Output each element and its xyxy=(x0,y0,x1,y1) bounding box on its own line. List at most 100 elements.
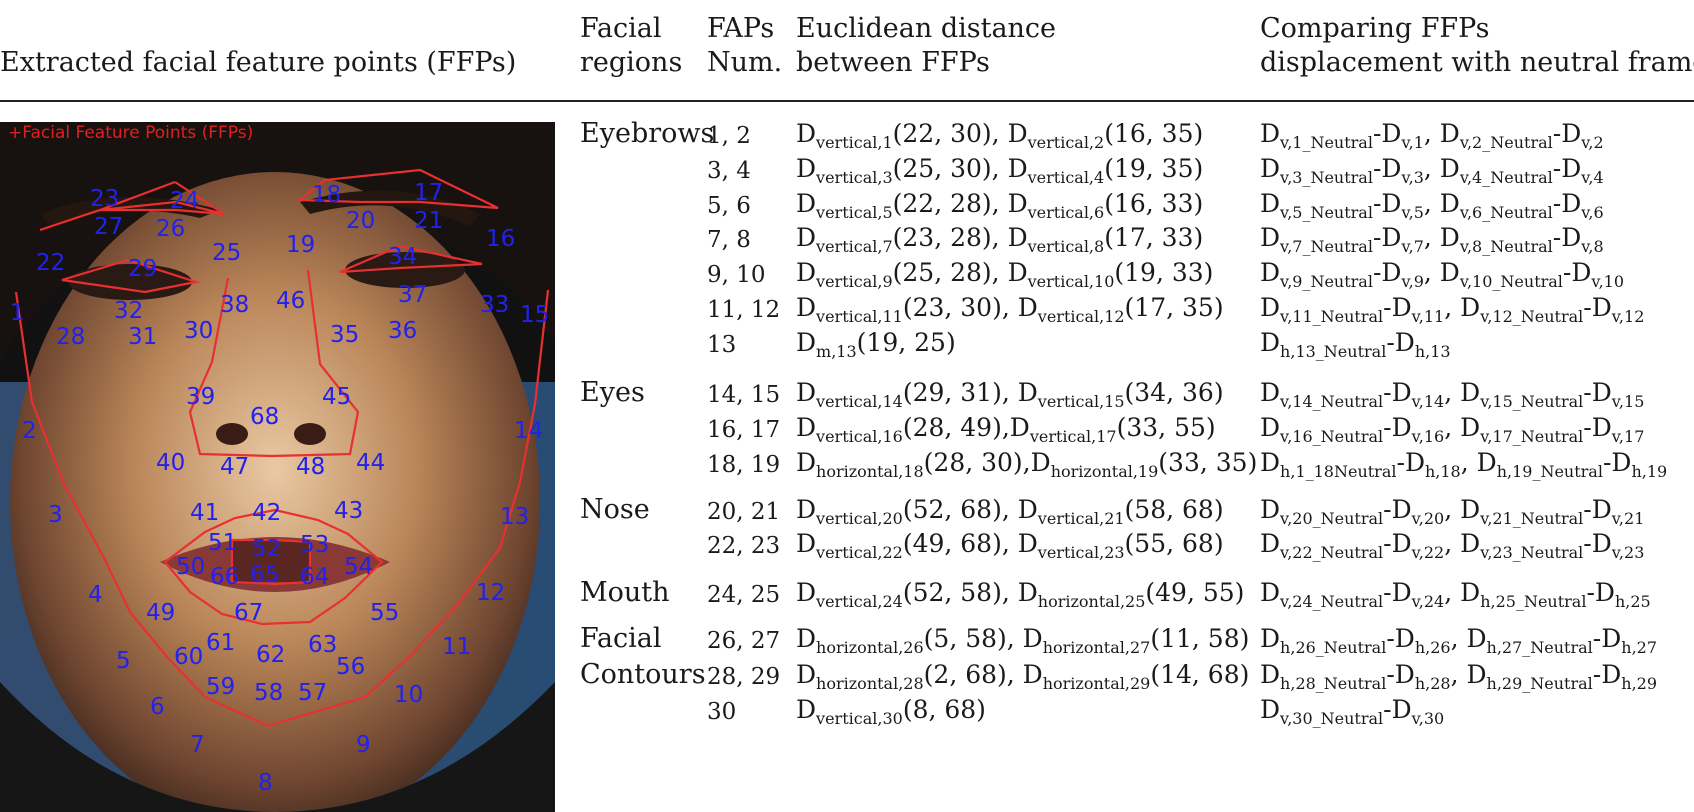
symbol-d: D xyxy=(1260,448,1281,477)
subscript: vertical,21 xyxy=(1037,509,1125,528)
region-nose: Nose xyxy=(580,494,650,525)
term-rest: , xyxy=(1423,189,1440,218)
term-rest: , xyxy=(1423,258,1440,287)
symbol-d: D xyxy=(1561,223,1582,252)
fap-number: 11, 12 xyxy=(707,297,781,323)
fap-number: 14, 15 xyxy=(707,382,781,408)
ffp-label-4: 4 xyxy=(88,582,103,608)
subscript: v,20 xyxy=(1411,509,1445,528)
term-rest: - xyxy=(1383,413,1392,442)
subscript: v,5 xyxy=(1401,203,1424,222)
symbol-d: D xyxy=(1476,448,1497,477)
symbol-d: D xyxy=(1260,258,1281,287)
ffp-label-2: 2 xyxy=(22,418,37,444)
displacement-comparison: Dv,30_Neutral-Dv,30 xyxy=(1260,694,1444,727)
term-rest: - xyxy=(1396,448,1405,477)
symbol-d: D xyxy=(1394,660,1415,689)
displacement-comparison: Dv,24_Neutral-Dv,24, Dh,25_Neutral-Dh,25 xyxy=(1260,577,1651,611)
left-brow-line-2 xyxy=(99,180,176,212)
term-rest: (16, 33) xyxy=(1104,189,1204,218)
subscript: vertical,6 xyxy=(1027,203,1105,222)
subscript: v,3_Neutral xyxy=(1280,168,1373,187)
symbol-d: D xyxy=(796,293,817,322)
ffp-label-47: 47 xyxy=(220,454,249,480)
ffp-label-15: 15 xyxy=(520,302,549,328)
term-rest: , xyxy=(1450,660,1467,689)
ffp-label-52: 52 xyxy=(252,536,281,562)
term-rest: - xyxy=(1383,378,1392,407)
symbol-d: D xyxy=(1460,293,1481,322)
term-rest: (52, 68), xyxy=(902,495,1018,524)
subscript: vertical,11 xyxy=(816,307,903,326)
subscript: v,21_Neutral xyxy=(1480,509,1584,528)
ffp-label-58: 58 xyxy=(254,680,283,706)
subscript: v,4_Neutral xyxy=(1459,168,1553,187)
ffp-label-17: 17 xyxy=(414,180,443,206)
euclidean-distance: Dvertical,22(49, 68), Dvertical,23(55, 6… xyxy=(796,528,1224,561)
ffp-label-24: 24 xyxy=(170,188,199,214)
ffp-label-28: 28 xyxy=(56,324,85,350)
symbol-d: D xyxy=(1394,624,1415,653)
ffp-label-62: 62 xyxy=(256,642,285,668)
symbol-d: D xyxy=(796,223,817,252)
symbol-d: D xyxy=(1260,189,1281,218)
subscript: h,29_Neutral xyxy=(1486,674,1593,693)
subscript: vertical,12 xyxy=(1037,307,1125,326)
euclidean-distance: Dvertical,5(22, 28), Dvertical,6(16, 33) xyxy=(796,188,1204,222)
subscript: v,16_Neutral xyxy=(1280,427,1384,446)
ffp-label-39: 39 xyxy=(186,384,215,410)
ffp-label-67: 67 xyxy=(234,600,263,626)
ffp-label-40: 40 xyxy=(156,450,185,476)
subscript: vertical,8 xyxy=(1027,237,1105,256)
term-rest: - xyxy=(1383,293,1392,322)
symbol-d: D xyxy=(1439,154,1460,183)
euclidean-distance: Dvertical,20(52, 68), Dvertical,21(58, 6… xyxy=(796,494,1224,528)
subscript: h,18 xyxy=(1424,462,1461,481)
ffp-label-46: 46 xyxy=(276,288,305,314)
subscript: v,14_Neutral xyxy=(1280,392,1384,411)
term-rest: - xyxy=(1602,448,1612,477)
term-rest: - xyxy=(1383,529,1392,558)
term-rest: (28, 49), xyxy=(902,413,1010,442)
symbol-d: D xyxy=(1009,413,1030,442)
subscript: m,13 xyxy=(816,342,857,361)
ffp-label-16: 16 xyxy=(486,226,515,252)
subscript: v,11 xyxy=(1411,307,1445,326)
subscript: v,24_Neutral xyxy=(1280,592,1384,611)
euclidean-distance: Dm,13(19, 25) xyxy=(796,327,956,361)
region-contours: Contours xyxy=(580,659,706,690)
subscript: v,23 xyxy=(1611,543,1645,562)
symbol-d: D xyxy=(1391,378,1412,407)
symbol-d: D xyxy=(1260,293,1281,322)
term-rest: (19, 33) xyxy=(1114,258,1214,287)
euclidean-distance: Dhorizontal,26(5, 58), Dhorizontal,27(11… xyxy=(796,623,1249,657)
subscript: v,22_Neutral xyxy=(1280,543,1384,562)
symbol-d: D xyxy=(1460,495,1481,524)
ffp-label-49: 49 xyxy=(146,600,175,626)
symbol-d: D xyxy=(1394,328,1415,357)
subscript: v,10_Neutral xyxy=(1459,272,1563,291)
subscript: horizontal,27 xyxy=(1042,638,1151,657)
header-regions-line1: Facial xyxy=(580,13,662,44)
ffp-label-10: 10 xyxy=(394,682,423,708)
term-rest: - xyxy=(1592,624,1602,653)
symbol-d: D xyxy=(1594,578,1615,607)
symbol-d: D xyxy=(1017,529,1038,558)
term-rest: , xyxy=(1423,154,1440,183)
ffp-label-55: 55 xyxy=(370,600,399,626)
euclidean-distance: Dvertical,9(25, 28), Dvertical,10(19, 33… xyxy=(796,257,1214,290)
ffp-label-41: 41 xyxy=(190,500,219,526)
ffp-label-33: 33 xyxy=(480,292,509,318)
symbol-d: D xyxy=(796,119,817,148)
symbol-d: D xyxy=(1611,448,1632,477)
term-rest: (14, 68) xyxy=(1150,660,1250,689)
symbol-d: D xyxy=(1017,378,1038,407)
symbol-d: D xyxy=(1439,223,1460,252)
right-eye-line xyxy=(339,244,483,274)
ffp-label-26: 26 xyxy=(156,216,185,242)
symbol-d: D xyxy=(1260,154,1281,183)
symbol-d: D xyxy=(796,695,817,724)
right-nostril xyxy=(294,423,326,445)
ffp-label-38: 38 xyxy=(220,292,249,318)
symbol-d: D xyxy=(1460,529,1481,558)
